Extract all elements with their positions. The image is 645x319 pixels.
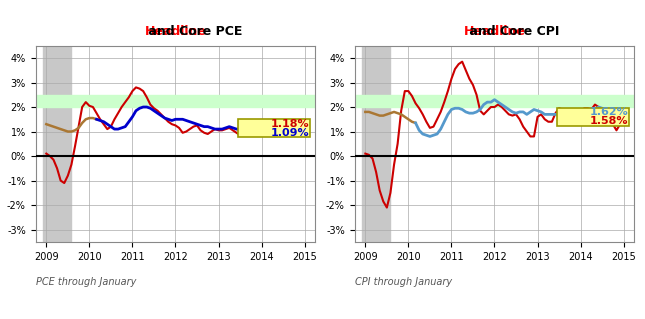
Text: Headline: Headline (464, 25, 526, 38)
FancyBboxPatch shape (557, 108, 630, 126)
FancyBboxPatch shape (238, 119, 310, 137)
Text: 1.09%: 1.09% (270, 128, 309, 138)
Text: 1.18%: 1.18% (270, 119, 309, 129)
Bar (362, 46, 390, 242)
Text: 1.62%: 1.62% (590, 108, 628, 117)
Text: and Core CPI: and Core CPI (430, 25, 559, 38)
Text: Headline: Headline (144, 25, 206, 38)
Bar (355, 95, 635, 107)
Bar (43, 46, 72, 242)
Text: 1.58%: 1.58% (590, 116, 628, 126)
Text: PCE through January: PCE through January (35, 277, 136, 287)
Text: and Core PCE: and Core PCE (109, 25, 242, 38)
Text: CPI through January: CPI through January (355, 277, 452, 287)
Bar (35, 95, 315, 107)
